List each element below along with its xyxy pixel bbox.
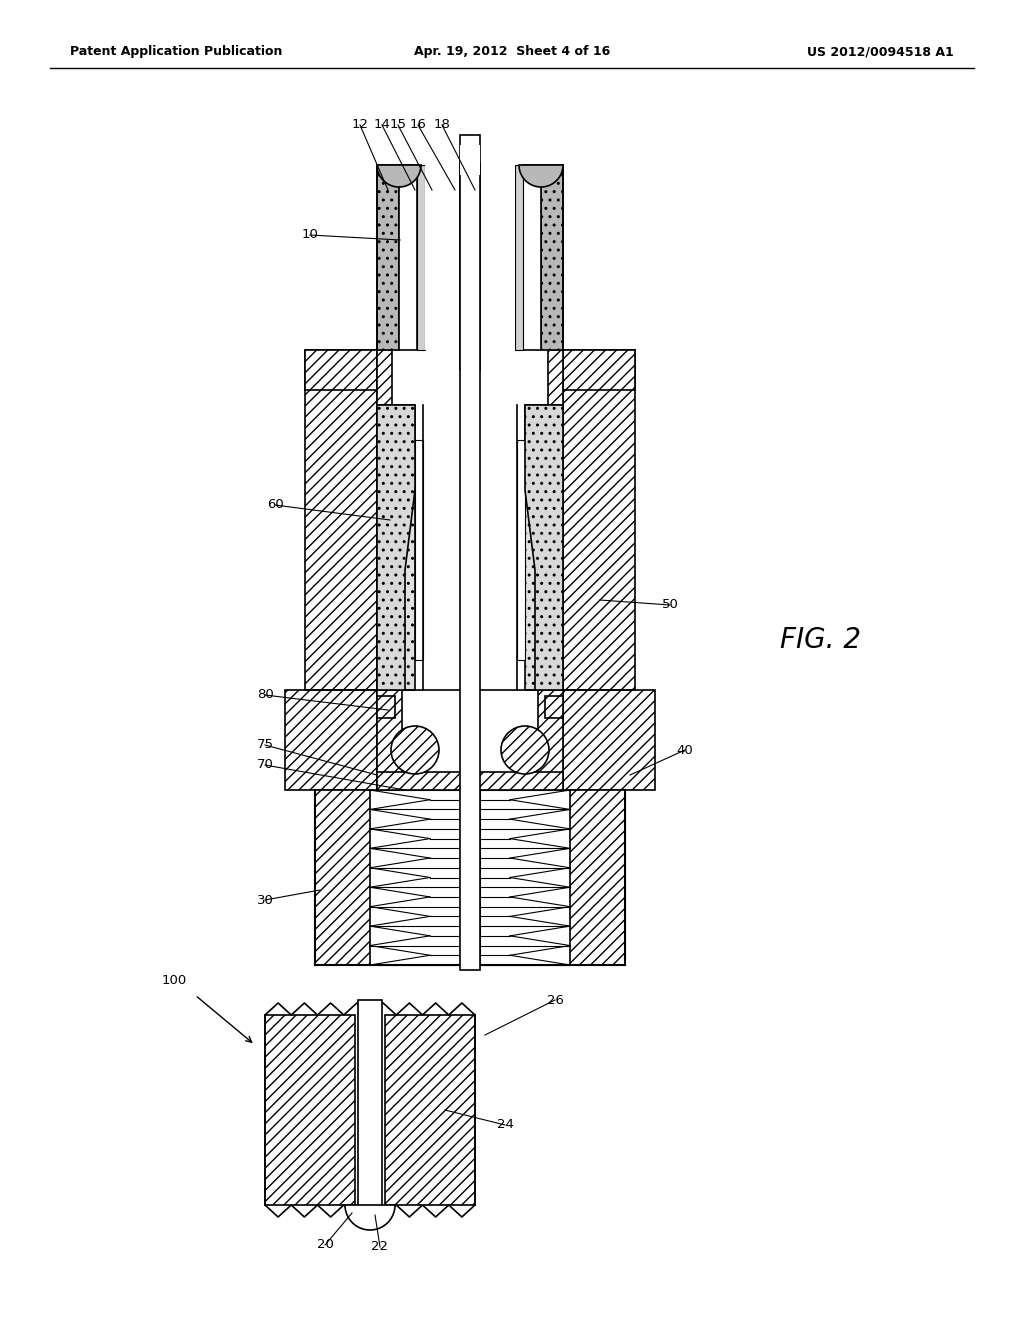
Bar	[417, 165, 425, 350]
Bar	[523, 165, 541, 350]
Text: 40: 40	[677, 743, 693, 756]
Bar	[315, 789, 370, 965]
Polygon shape	[377, 405, 415, 690]
Bar	[285, 690, 377, 789]
Text: 24: 24	[497, 1118, 513, 1131]
Text: 15: 15	[389, 119, 407, 132]
Bar	[548, 350, 563, 405]
Bar	[377, 350, 392, 405]
Polygon shape	[519, 165, 563, 187]
Text: 26: 26	[547, 994, 563, 1006]
Text: 80: 80	[257, 689, 273, 701]
Polygon shape	[460, 154, 480, 165]
Bar	[517, 440, 525, 660]
Bar	[399, 165, 417, 350]
Text: 75: 75	[256, 738, 273, 751]
Bar	[265, 1015, 355, 1205]
Circle shape	[501, 726, 549, 774]
Bar	[305, 350, 377, 389]
Bar	[377, 165, 399, 350]
Text: Patent Application Publication: Patent Application Publication	[70, 45, 283, 58]
Bar	[563, 350, 635, 389]
Bar	[541, 165, 563, 350]
Text: US 2012/0094518 A1: US 2012/0094518 A1	[807, 45, 954, 58]
Bar	[570, 789, 625, 965]
Bar	[460, 135, 480, 370]
Bar	[545, 696, 563, 718]
Bar	[415, 440, 423, 660]
Text: 16: 16	[410, 119, 426, 132]
Text: 60: 60	[266, 499, 284, 511]
Bar	[377, 696, 395, 718]
Bar	[377, 690, 402, 775]
Text: 20: 20	[316, 1238, 334, 1251]
Text: 100: 100	[162, 974, 187, 987]
Text: 22: 22	[372, 1241, 388, 1254]
Bar	[470, 165, 515, 350]
Bar	[377, 772, 563, 789]
Text: 18: 18	[433, 119, 451, 132]
Bar	[515, 165, 523, 350]
Bar	[358, 1001, 382, 1220]
Bar	[425, 165, 470, 350]
Bar	[563, 350, 635, 690]
Bar	[538, 690, 563, 775]
Bar	[377, 405, 415, 690]
Text: 70: 70	[257, 759, 273, 771]
Text: Apr. 19, 2012  Sheet 4 of 16: Apr. 19, 2012 Sheet 4 of 16	[414, 45, 610, 58]
Bar	[460, 145, 480, 176]
Polygon shape	[377, 165, 421, 187]
Bar	[460, 789, 480, 965]
Bar	[385, 1015, 475, 1205]
Bar	[423, 350, 470, 690]
Bar	[305, 350, 377, 690]
Bar	[525, 405, 563, 690]
Text: 10: 10	[301, 228, 318, 242]
Polygon shape	[345, 1205, 395, 1230]
Text: 14: 14	[374, 119, 390, 132]
Bar	[563, 690, 655, 789]
Text: 12: 12	[351, 119, 369, 132]
Circle shape	[391, 726, 439, 774]
Bar	[470, 350, 517, 690]
Text: FIG. 2: FIG. 2	[780, 626, 861, 653]
Text: 30: 30	[257, 894, 273, 907]
Polygon shape	[525, 405, 563, 690]
Text: 50: 50	[662, 598, 679, 611]
Bar	[460, 165, 480, 970]
